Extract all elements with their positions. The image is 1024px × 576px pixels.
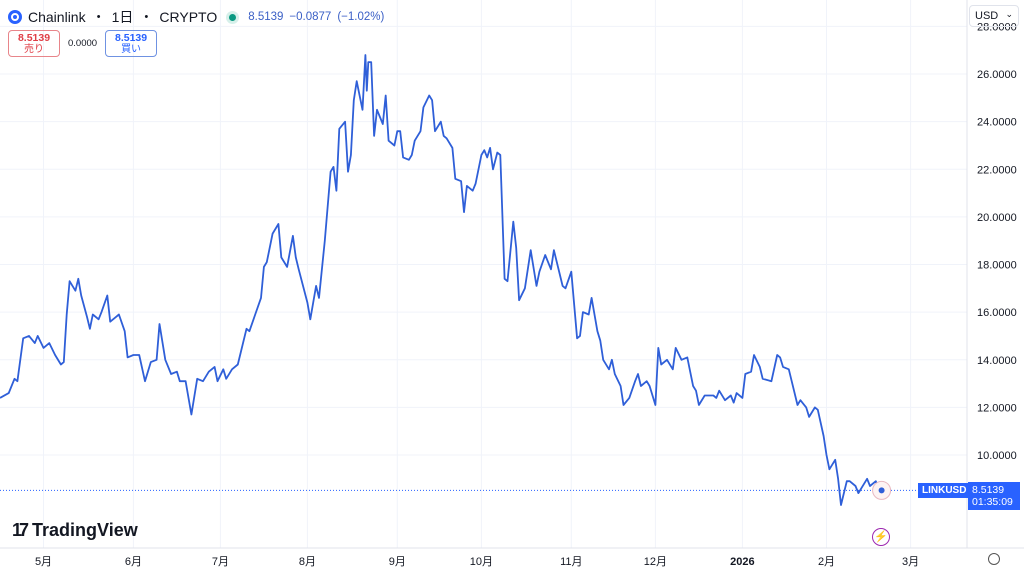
interval[interactable]: 1日: [111, 9, 134, 25]
tradingview-logo[interactable]: 17 TradingView: [12, 520, 138, 541]
settings-icon[interactable]: [988, 553, 1000, 565]
x-tick-label: 6月: [125, 556, 142, 568]
last-price: 8.5139: [248, 11, 284, 23]
sell-price: 8.5139: [17, 32, 51, 44]
spread: 0.0000: [68, 38, 98, 49]
x-tick-label: 2026: [730, 556, 754, 568]
buy-price: 8.5139: [115, 32, 148, 44]
sell-label: 売り: [24, 44, 44, 55]
price-change-percent: (−1.02%): [337, 11, 385, 23]
symbol-header[interactable]: Chainlink ・ 1日 ・ CRYPTO 8.5139 −0.0877 (…: [8, 7, 384, 27]
y-tick-label: 16.0000: [977, 307, 1017, 319]
sell-button[interactable]: 8.5139 売り: [8, 30, 60, 57]
grid-lines: [0, 0, 967, 548]
exchange: CRYPTO: [159, 9, 218, 25]
price-axis-tag: 8.5139 01:35:09: [968, 482, 1020, 510]
currency-value: USD: [975, 10, 999, 22]
y-tick-label: 10.0000: [977, 450, 1017, 462]
separator: ・: [139, 9, 154, 25]
x-tick-label: 3月: [902, 556, 919, 568]
price-tag-value: 8.5139: [972, 484, 1005, 496]
symbol-price-tag: LINKUSD: [918, 483, 971, 498]
x-tick-label: 2月: [818, 556, 835, 568]
y-tick-label: 20.0000: [977, 212, 1017, 224]
x-tick-label: 9月: [389, 556, 406, 568]
lightning-event-icon[interactable]: ⚡: [872, 528, 890, 546]
x-tick-label: 5月: [35, 556, 52, 568]
y-tick-label: 12.0000: [977, 402, 1017, 414]
chevron-down-icon: ⌄: [1005, 9, 1013, 19]
y-tick-label: 14.0000: [977, 355, 1017, 367]
trade-buttons: 8.5139 売り 0.0000 8.5139 買い: [8, 30, 158, 57]
last-price-dot: [878, 487, 885, 494]
bar-countdown: 01:35:09: [972, 496, 1013, 508]
y-tick-label: 28.0000: [977, 21, 1017, 33]
y-tick-label: 22.0000: [977, 164, 1017, 176]
price-change: −0.0877: [289, 11, 332, 23]
time-axis[interactable]: 5月 6月 7月 8月 9月 10月 11月 12月 2026 2月 3月: [35, 556, 919, 568]
chainlink-logo-icon: [8, 10, 22, 24]
price-axis[interactable]: 10.0000 12.0000 14.0000 16.0000 18.0000 20.00…: [977, 21, 1017, 462]
tradingview-mark-icon: 17: [12, 520, 29, 540]
brand-name: TradingView: [32, 520, 138, 540]
buy-label: 買い: [121, 44, 142, 55]
x-tick-label: 8月: [299, 556, 316, 568]
x-tick-label: 7月: [212, 556, 229, 568]
x-tick-label: 11月: [560, 556, 582, 568]
separator: ・: [91, 9, 106, 25]
x-tick-label: 10月: [470, 556, 493, 568]
currency-select[interactable]: USD ⌄: [969, 5, 1019, 27]
price-series-line: [0, 54, 883, 506]
y-tick-label: 26.0000: [977, 69, 1017, 81]
symbol-name: Chainlink: [28, 9, 86, 25]
y-tick-label: 18.0000: [977, 260, 1017, 272]
buy-button[interactable]: 8.5139 買い: [105, 30, 158, 57]
market-status-icon[interactable]: [229, 13, 237, 21]
x-tick-label: 12月: [644, 556, 667, 568]
y-tick-label: 24.0000: [977, 117, 1017, 129]
